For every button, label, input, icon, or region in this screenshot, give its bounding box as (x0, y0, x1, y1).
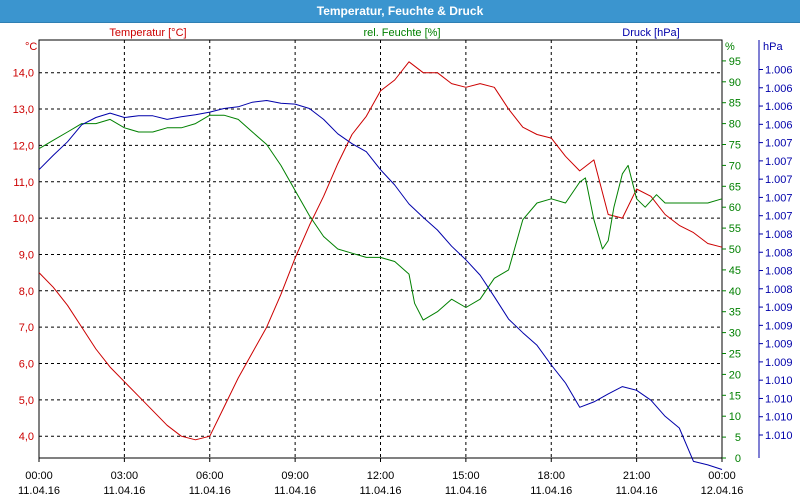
temperature-tick-label: 13,0 (13, 104, 34, 116)
x-tick-time-label: 03:00 (111, 470, 139, 482)
pressure-tick-label: 1.009 (765, 357, 793, 369)
temperature-unit: °C (25, 41, 37, 53)
humidity-tick-label: 75 (729, 140, 741, 152)
pressure-tick-label: 1.010 (765, 375, 793, 387)
temperature-tick-label: 5,0 (19, 395, 34, 407)
pressure-tick-label: 1.009 (765, 320, 793, 332)
humidity-axis-title: rel. Feuchte [%] (363, 27, 440, 39)
chart-title: Temperatur, Feuchte & Druck (316, 4, 484, 18)
humidity-tick-label: 15 (729, 390, 741, 402)
humidity-tick-label: 25 (729, 349, 741, 361)
pressure-tick-label: 1.009 (765, 302, 793, 314)
temperature-tick-label: 7,0 (19, 322, 34, 334)
x-tick-date-label: 12.04.16 (701, 485, 744, 497)
humidity-tick-label: 70 (729, 160, 741, 172)
pressure-unit: hPa (763, 41, 783, 53)
x-tick-date-label: 11.04.16 (103, 485, 145, 497)
humidity-tick-label: 55 (729, 223, 741, 235)
plot-frame (38, 39, 760, 459)
humidity-tick-label: 0 (735, 453, 741, 465)
humidity-tick-label: 30 (729, 328, 741, 340)
temperature-tick-label: 12,0 (13, 140, 34, 152)
pressure-tick-label: 1.007 (765, 138, 793, 150)
pressure-tick-label: 1.006 (765, 101, 793, 113)
humidity-tick-label: 20 (729, 369, 741, 381)
pressure-tick-label: 1.009 (765, 339, 793, 351)
humidity-tick-label: 35 (729, 307, 741, 319)
pressure-tick-label: 1.008 (765, 229, 793, 241)
x-tick-time-label: 06:00 (196, 470, 224, 482)
pressure-tick-label: 1.008 (765, 266, 793, 278)
x-tick-time-label: 09:00 (281, 470, 309, 482)
x-tick-date-label: 11.04.16 (189, 485, 231, 497)
humidity-tick-label: 85 (729, 98, 741, 110)
pressure-tick-label: 1.008 (765, 284, 793, 296)
humidity-tick-label: 45 (729, 265, 741, 277)
humidity-tick-label: 5 (735, 432, 741, 444)
pressure-axis-title: Druck [hPa] (622, 27, 679, 39)
temperature-tick-label: 11,0 (13, 177, 34, 189)
temperature-tick-label: 10,0 (13, 213, 34, 225)
pressure-tick-label: 1.010 (765, 430, 793, 442)
title-bar (0, 0, 800, 23)
x-tick-date-label: 11.04.16 (274, 485, 316, 497)
temperature-tick-label: 9,0 (19, 249, 34, 261)
humidity-tick-label: 10 (729, 411, 741, 423)
humidity-tick-label: 95 (729, 56, 741, 68)
humidity-tick-label: 60 (729, 202, 741, 214)
pressure-tick-label: 1.010 (765, 393, 793, 405)
humidity-tick-label: 50 (729, 244, 741, 256)
chart-area: 00:00 11.04.16 03:00 11.04.16 06:00 11.04.16 0… (13, 27, 793, 497)
x-tick-time-label: 12:00 (367, 470, 395, 482)
x-tick-date-label: 11.04.16 (359, 485, 401, 497)
temperature-tick-label: 14,0 (13, 68, 34, 80)
x-tick-time-label: 21:00 (623, 470, 651, 482)
x-tick-time-label: 15:00 (452, 470, 480, 482)
pressure-tick-label: 1.006 (765, 65, 793, 77)
pressure-tick-label: 1.010 (765, 412, 793, 424)
humidity-tick-label: 40 (729, 286, 741, 298)
x-tick-date-label: 11.04.16 (445, 485, 487, 497)
x-tick-time-label: 00:00 (708, 470, 736, 482)
temperature-tick-label: 8,0 (19, 286, 34, 298)
pressure-series-line (38, 100, 723, 470)
pressure-tick-label: 1.007 (765, 192, 793, 204)
temperature-tick-label: 6,0 (19, 358, 34, 370)
temperature-tick-label: 4,0 (19, 431, 34, 443)
temperature-axis-title: Temperatur [°C] (109, 27, 186, 39)
grid (39, 40, 722, 458)
series-layer (38, 61, 723, 470)
humidity-series-line (38, 114, 723, 321)
x-tick-time-label: 18:00 (537, 470, 565, 482)
pressure-tick-label: 1.008 (765, 247, 793, 259)
x-tick-date-label: 11.04.16 (616, 485, 658, 497)
pressure-tick-label: 1.007 (765, 174, 793, 186)
humidity-unit: % (725, 41, 735, 53)
pressure-tick-label: 1.007 (765, 211, 793, 223)
humidity-tick-label: 65 (729, 181, 741, 193)
pressure-tick-label: 1.006 (765, 83, 793, 95)
axis-layer: 00:00 11.04.16 03:00 11.04.16 06:00 11.04.16 0… (13, 56, 793, 497)
humidity-tick-label: 90 (729, 77, 741, 89)
x-tick-date-label: 11.04.16 (18, 485, 60, 497)
pressure-tick-label: 1.006 (765, 119, 793, 131)
pressure-tick-label: 1.007 (765, 156, 793, 168)
x-tick-date-label: 11.04.16 (530, 485, 572, 497)
humidity-tick-label: 80 (729, 119, 741, 131)
x-tick-time-label: 00:00 (25, 470, 53, 482)
temperature-series-line (38, 61, 723, 441)
